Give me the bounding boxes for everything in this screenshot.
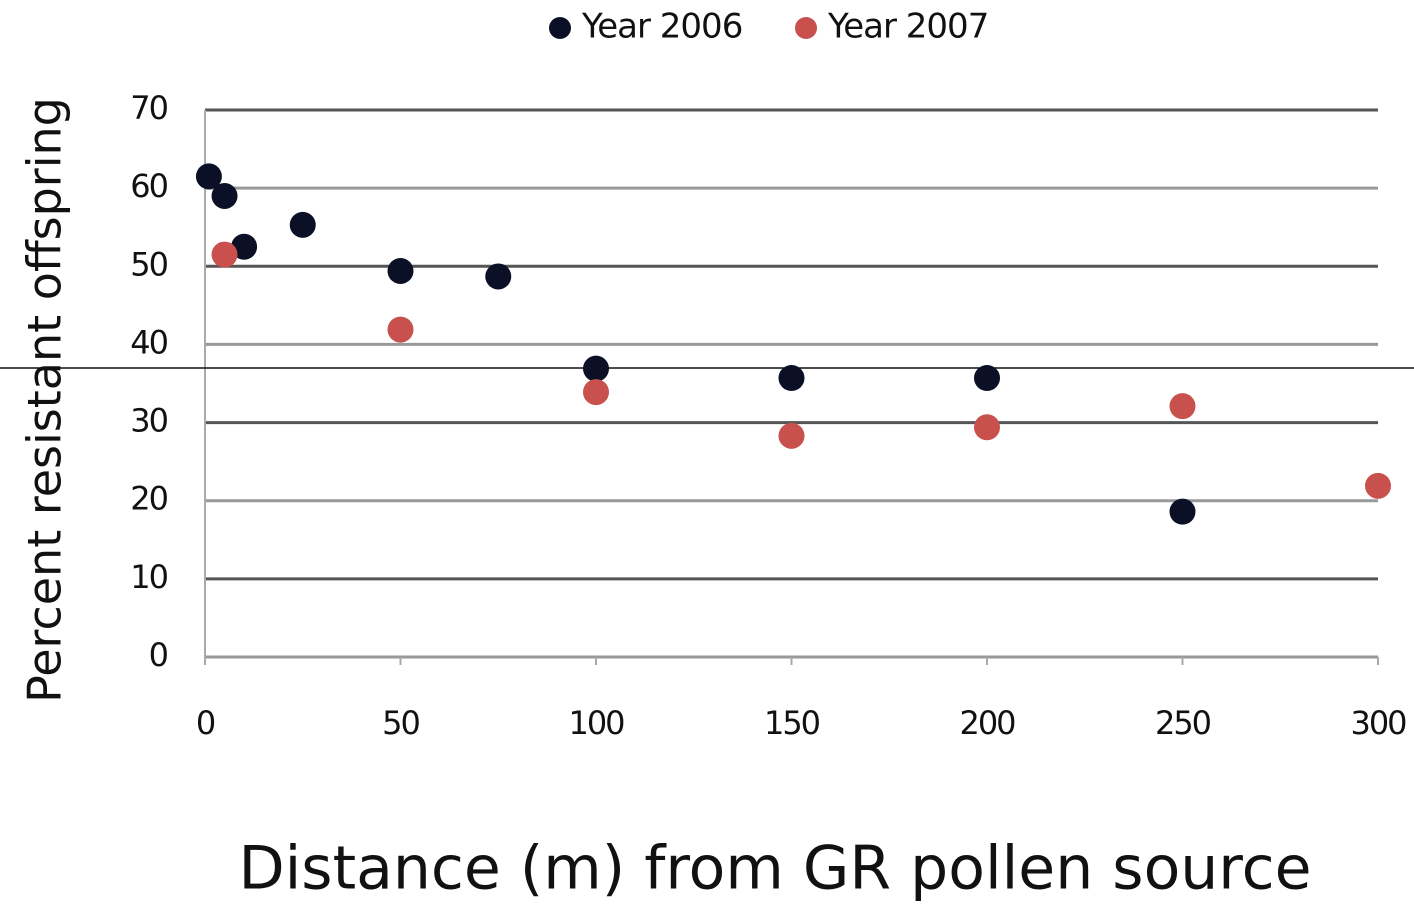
point (974, 414, 1000, 441)
legend-label: Year 2007 (827, 7, 988, 47)
point (485, 263, 512, 290)
y-tick-label: 40 (130, 323, 167, 361)
x-axis-label: Distance (m) from GR pollen source (238, 834, 1311, 904)
y-tick-label: 0 (149, 636, 168, 674)
point (387, 316, 414, 343)
x-tick-label: 200 (959, 704, 1015, 742)
point (583, 379, 609, 406)
point (211, 241, 238, 268)
point (583, 355, 609, 382)
x-tick-label: 100 (568, 704, 624, 742)
x-tick-label: 0 (196, 704, 215, 742)
point (778, 365, 805, 392)
y-tick-label: 10 (130, 558, 167, 596)
y-tick-label: 30 (130, 402, 167, 440)
point (1169, 393, 1196, 420)
x-tick-label: 50 (382, 704, 419, 742)
legend-marker (549, 17, 571, 39)
x-tick-label: 300 (1350, 704, 1406, 742)
y-tick-label: 20 (130, 480, 167, 518)
legend-label: Year 2006 (581, 7, 742, 47)
legend-marker (795, 17, 817, 39)
point (778, 422, 805, 449)
point (289, 211, 316, 238)
point (974, 365, 1000, 392)
point (1169, 498, 1196, 525)
y-tick-label: 60 (130, 167, 167, 205)
point (1365, 472, 1391, 499)
point (195, 163, 222, 190)
y-tick-label: 50 (130, 245, 167, 283)
point (387, 257, 414, 284)
point (231, 233, 258, 260)
point (211, 182, 238, 209)
y-axis-label: Percent resistant offspring (18, 97, 72, 703)
x-tick-label: 150 (764, 704, 820, 742)
y-tick-label: 70 (130, 89, 167, 127)
x-tick-label: 250 (1155, 704, 1211, 742)
